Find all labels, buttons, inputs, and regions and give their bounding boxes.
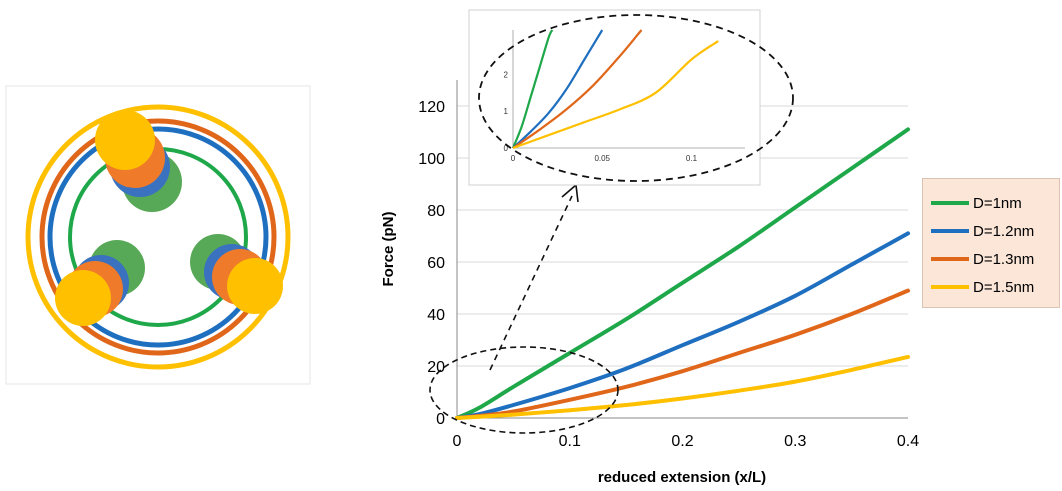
inset-x-tick-label: 0.05 <box>594 154 610 163</box>
inset-series-line-d-1-3nm <box>512 29 643 149</box>
inset-x-tick-labels: 0 0.05 0.1 <box>511 154 698 163</box>
inset-chart: 0 1 2 0 0.05 0.1 <box>468 9 794 186</box>
main-x-axis-title: reduced extension (x/L) <box>598 469 766 486</box>
legend-label: D=1.2nm <box>973 222 1035 240</box>
x-tick-label: 0.3 <box>784 433 806 450</box>
y-tick-label: 80 <box>427 203 445 220</box>
main-x-tick-labels: 0 0.1 0.2 0.3 0.4 <box>453 433 920 450</box>
series-line-d-1nm <box>455 127 910 420</box>
zoom-pointer-arrow <box>489 195 573 371</box>
legend-swatch <box>931 201 969 205</box>
series-line-d-1-2nm <box>455 231 910 420</box>
cross-section-diagram <box>5 85 311 385</box>
legend-label: D=1nm <box>973 194 1022 212</box>
legend: D=1nm D=1.2nm D=1.3nm D=1.5nm <box>922 178 1060 308</box>
inset-series-line-d-1-5nm <box>512 40 719 150</box>
inset-series-lines <box>511 29 719 150</box>
inset-y-tick-label: 2 <box>504 70 509 79</box>
inset-frame <box>468 9 761 186</box>
inset-series-line-d-1nm <box>511 29 554 149</box>
x-tick-label: 0 <box>453 433 462 450</box>
main-series-lines <box>455 127 910 420</box>
ring-outer <box>25 104 291 370</box>
inset-y-tick-labels: 0 1 2 <box>504 70 509 153</box>
ring-second <box>39 118 277 356</box>
legend-label: D=1.3nm <box>973 250 1035 268</box>
legend-swatch <box>931 257 969 261</box>
inset-x-tick-label: 0.1 <box>686 154 698 163</box>
bead-stack-top <box>95 110 182 212</box>
ring-third <box>47 126 269 348</box>
bead-stack-right <box>190 234 283 314</box>
main-y-axis-title: Force (pN) <box>380 211 397 286</box>
bead-stack-left <box>55 240 145 326</box>
legend-swatch <box>931 229 969 233</box>
legend-item: D=1.3nm <box>931 249 1034 269</box>
legend-swatch <box>931 285 969 289</box>
y-tick-label: 0 <box>436 411 445 428</box>
legend-item: D=1nm <box>931 193 1022 213</box>
inset-y-tick-label: 1 <box>504 107 509 116</box>
legend-item: D=1.5nm <box>931 277 1034 297</box>
diagram-frame <box>5 85 311 385</box>
bead <box>55 270 111 326</box>
series-line-d-1-5nm <box>455 354 910 420</box>
inset-x-tick-label: 0 <box>511 154 516 163</box>
x-tick-label: 0.1 <box>559 433 581 450</box>
zoom-region-ellipse <box>429 346 619 434</box>
inset-series-line-d-1-2nm <box>512 29 604 149</box>
y-tick-label: 120 <box>418 99 445 116</box>
bead <box>95 110 155 170</box>
x-tick-label: 0.2 <box>671 433 693 450</box>
inset-ellipse <box>478 14 794 182</box>
main-y-tick-labels: 0 20 40 60 80 100 120 <box>418 99 445 428</box>
inset-y-tick-label: 0 <box>504 144 509 153</box>
y-tick-label: 40 <box>427 307 445 324</box>
x-tick-label: 0.4 <box>897 433 919 450</box>
legend-label: D=1.5nm <box>973 278 1035 296</box>
y-tick-label: 20 <box>427 359 445 376</box>
y-tick-label: 60 <box>427 255 445 272</box>
y-tick-label: 100 <box>418 151 445 168</box>
bead <box>227 258 283 314</box>
legend-item: D=1.2nm <box>931 221 1034 241</box>
